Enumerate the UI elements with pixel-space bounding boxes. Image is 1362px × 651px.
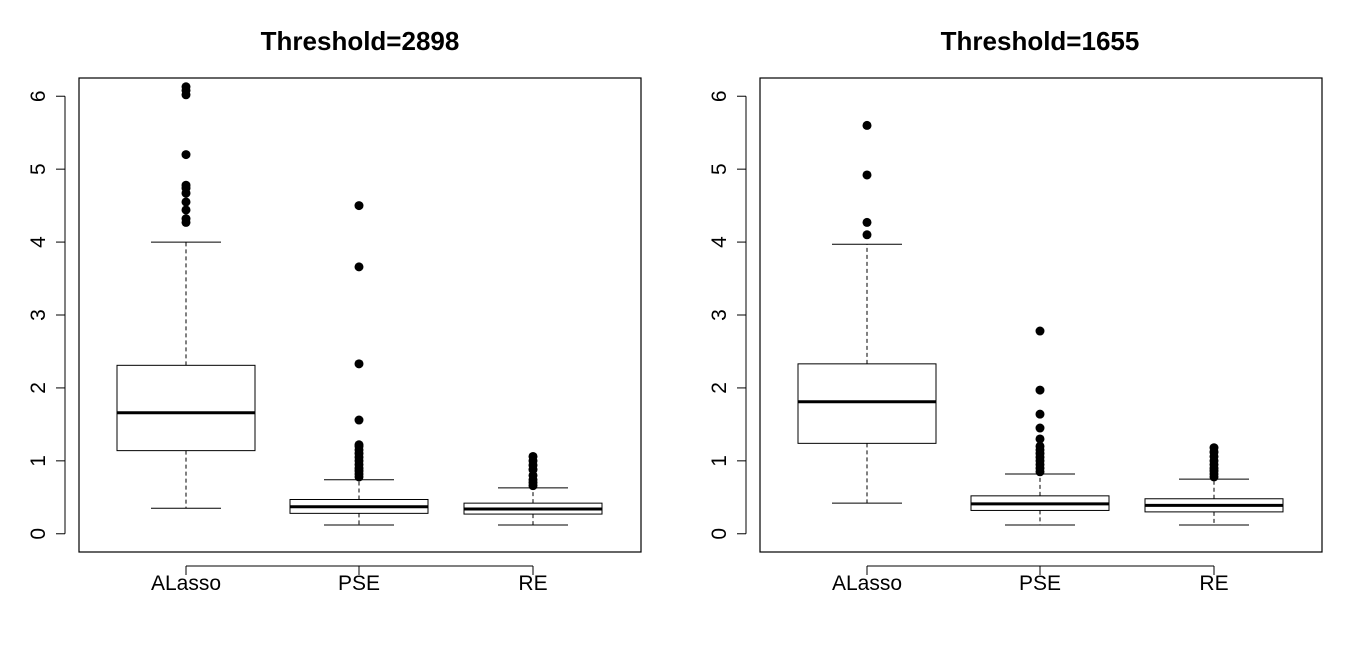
y-tick-label: 5 — [27, 163, 50, 175]
outlier-point — [354, 359, 364, 369]
box-pse — [289, 201, 429, 526]
chart-title: Threshold=2898 — [261, 26, 460, 56]
outlier-point — [354, 440, 364, 450]
y-tick-label: 2 — [708, 382, 731, 394]
left-boxplot-panel: Threshold=2898 0 1 2 3 4 5 6 ALasso PSE RE — [27, 26, 642, 595]
x-tick-label: RE — [1199, 572, 1228, 595]
y-tick-label: 4 — [27, 236, 50, 248]
iqr-box — [797, 363, 937, 444]
plot-frame — [759, 77, 1323, 553]
x-tick-label: RE — [518, 572, 547, 595]
outlier-point — [181, 180, 191, 190]
plot-frame — [78, 77, 642, 553]
outlier-point — [354, 262, 364, 272]
outlier-point — [181, 197, 191, 207]
y-tick-label: 3 — [708, 309, 731, 321]
y-tick-label: 3 — [27, 309, 50, 321]
box-re — [463, 451, 603, 526]
outlier-point — [181, 205, 191, 215]
x-tick-label: PSE — [1019, 572, 1061, 595]
y-tick-label: 4 — [708, 236, 731, 248]
y-tick-label: 5 — [708, 163, 731, 175]
outlier-point — [862, 170, 872, 180]
chart-title: Threshold=1655 — [941, 26, 1140, 56]
y-tick-label: 0 — [708, 528, 731, 540]
iqr-box — [116, 364, 256, 452]
box-alasso — [797, 120, 937, 504]
outlier-point — [862, 120, 872, 130]
x-tick-label: ALasso — [151, 572, 221, 595]
outlier-point — [1209, 443, 1219, 453]
box-pse — [970, 326, 1110, 526]
y-tick-label: 1 — [27, 455, 50, 467]
y-tick-label: 6 — [708, 90, 731, 102]
right-boxplot-panel: Threshold=1655 0 1 2 3 4 5 6 ALasso PSE RE — [708, 26, 1323, 595]
outlier-point — [1035, 409, 1045, 419]
outlier-point — [181, 150, 191, 160]
outlier-point — [1035, 385, 1045, 395]
y-tick-label: 1 — [708, 455, 731, 467]
outlier-point — [181, 214, 191, 224]
outlier-point — [1035, 423, 1045, 433]
y-tick-label: 2 — [27, 382, 50, 394]
outlier-point — [1035, 441, 1045, 451]
outlier-point — [528, 451, 538, 461]
outlier-point — [354, 415, 364, 425]
outlier-point — [354, 201, 364, 211]
outlier-point — [862, 230, 872, 240]
x-tick-label: PSE — [338, 572, 380, 595]
y-tick-label: 6 — [27, 90, 50, 102]
box-re — [1144, 443, 1284, 526]
outlier-point — [1035, 326, 1045, 336]
outlier-point — [181, 82, 191, 92]
box-alasso — [116, 82, 256, 509]
outlier-point — [862, 217, 872, 227]
y-tick-label: 0 — [27, 528, 50, 540]
outlier-point — [1035, 434, 1045, 444]
x-tick-label: ALasso — [832, 572, 902, 595]
